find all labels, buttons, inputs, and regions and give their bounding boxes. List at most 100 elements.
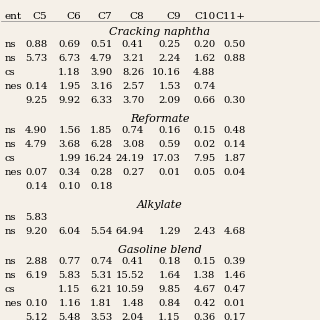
Text: 9.25: 9.25 <box>25 96 47 105</box>
Text: 4.67: 4.67 <box>193 285 215 294</box>
Text: 3.70: 3.70 <box>122 96 144 105</box>
Text: cs: cs <box>4 285 15 294</box>
Text: 17.03: 17.03 <box>152 154 180 163</box>
Text: 0.01: 0.01 <box>158 168 180 177</box>
Text: C11+: C11+ <box>216 12 246 21</box>
Text: 0.05: 0.05 <box>193 168 215 177</box>
Text: 5.54: 5.54 <box>90 227 112 236</box>
Text: 6.19: 6.19 <box>25 271 47 280</box>
Text: C5: C5 <box>33 12 47 21</box>
Text: ns: ns <box>4 40 16 49</box>
Text: ns: ns <box>4 227 16 236</box>
Text: 6.04: 6.04 <box>59 227 81 236</box>
Text: 0.02: 0.02 <box>193 140 215 149</box>
Text: 1.87: 1.87 <box>223 154 246 163</box>
Text: 1.53: 1.53 <box>158 82 180 91</box>
Text: 2.88: 2.88 <box>25 257 47 266</box>
Text: 10.59: 10.59 <box>116 285 144 294</box>
Text: 1.18: 1.18 <box>58 68 81 77</box>
Text: 10.16: 10.16 <box>152 68 180 77</box>
Text: 1.15: 1.15 <box>58 285 81 294</box>
Text: 1.16: 1.16 <box>58 299 81 308</box>
Text: 6.33: 6.33 <box>90 96 112 105</box>
Text: ns: ns <box>4 271 16 280</box>
Text: 9.92: 9.92 <box>59 96 81 105</box>
Text: 0.48: 0.48 <box>223 126 246 135</box>
Text: ns: ns <box>4 213 16 222</box>
Text: 0.18: 0.18 <box>90 182 112 191</box>
Text: nes: nes <box>4 82 22 91</box>
Text: cs: cs <box>4 68 15 77</box>
Text: 2.09: 2.09 <box>158 96 180 105</box>
Text: 2.57: 2.57 <box>122 82 144 91</box>
Text: 0.88: 0.88 <box>25 40 47 49</box>
Text: 1.29: 1.29 <box>158 227 180 236</box>
Text: 0.04: 0.04 <box>223 168 246 177</box>
Text: 0.69: 0.69 <box>59 40 81 49</box>
Text: Cracking naphtha: Cracking naphtha <box>109 28 211 37</box>
Text: 4.79: 4.79 <box>90 54 112 63</box>
Text: 0.14: 0.14 <box>25 182 47 191</box>
Text: 8.26: 8.26 <box>122 68 144 77</box>
Text: 9.20: 9.20 <box>25 227 47 236</box>
Text: ns: ns <box>4 257 16 266</box>
Text: 0.15: 0.15 <box>193 257 215 266</box>
Text: 5.31: 5.31 <box>90 271 112 280</box>
Text: 0.74: 0.74 <box>90 257 112 266</box>
Text: 1.99: 1.99 <box>58 154 81 163</box>
Text: nes: nes <box>4 168 22 177</box>
Text: 5.73: 5.73 <box>25 54 47 63</box>
Text: 3.68: 3.68 <box>59 140 81 149</box>
Text: 2.04: 2.04 <box>122 313 144 320</box>
Text: 0.15: 0.15 <box>193 126 215 135</box>
Text: 16.24: 16.24 <box>84 154 112 163</box>
Text: 3.21: 3.21 <box>122 54 144 63</box>
Text: ns: ns <box>4 140 16 149</box>
Text: 0.16: 0.16 <box>158 126 180 135</box>
Text: 0.41: 0.41 <box>122 40 144 49</box>
Text: 0.01: 0.01 <box>223 299 246 308</box>
Text: nes: nes <box>4 299 22 308</box>
Text: 2.24: 2.24 <box>158 54 180 63</box>
Text: 0.10: 0.10 <box>25 299 47 308</box>
Text: 0.36: 0.36 <box>193 313 215 320</box>
Text: C8: C8 <box>130 12 144 21</box>
Text: 1.95: 1.95 <box>58 82 81 91</box>
Text: ns: ns <box>4 126 16 135</box>
Text: 3.08: 3.08 <box>122 140 144 149</box>
Text: 3.53: 3.53 <box>90 313 112 320</box>
Text: 0.41: 0.41 <box>122 257 144 266</box>
Text: 0.47: 0.47 <box>223 285 246 294</box>
Text: 6.28: 6.28 <box>90 140 112 149</box>
Text: 0.66: 0.66 <box>194 96 215 105</box>
Text: C10: C10 <box>194 12 215 21</box>
Text: 7.95: 7.95 <box>193 154 215 163</box>
Text: 4.68: 4.68 <box>223 227 246 236</box>
Text: 3.16: 3.16 <box>90 82 112 91</box>
Text: C7: C7 <box>98 12 112 21</box>
Text: 0.88: 0.88 <box>223 54 246 63</box>
Text: ns: ns <box>4 54 16 63</box>
Text: 0.42: 0.42 <box>193 299 215 308</box>
Text: 0.74: 0.74 <box>193 82 215 91</box>
Text: 6.73: 6.73 <box>59 54 81 63</box>
Text: 1.85: 1.85 <box>90 126 112 135</box>
Text: 0.07: 0.07 <box>25 168 47 177</box>
Text: C9: C9 <box>166 12 180 21</box>
Text: 3.90: 3.90 <box>90 68 112 77</box>
Text: Gasoline blend: Gasoline blend <box>118 245 202 255</box>
Text: 4.88: 4.88 <box>193 68 215 77</box>
Text: 0.27: 0.27 <box>122 168 144 177</box>
Text: 1.46: 1.46 <box>223 271 246 280</box>
Text: Alkylate: Alkylate <box>137 200 183 210</box>
Text: cs: cs <box>4 154 15 163</box>
Text: 4.90: 4.90 <box>25 126 47 135</box>
Text: 0.51: 0.51 <box>90 40 112 49</box>
Text: 0.30: 0.30 <box>223 96 246 105</box>
Text: C6: C6 <box>66 12 81 21</box>
Text: 0.34: 0.34 <box>58 168 81 177</box>
Text: 0.18: 0.18 <box>158 257 180 266</box>
Text: 0.14: 0.14 <box>223 140 246 149</box>
Text: 0.39: 0.39 <box>223 257 246 266</box>
Text: 5.48: 5.48 <box>58 313 81 320</box>
